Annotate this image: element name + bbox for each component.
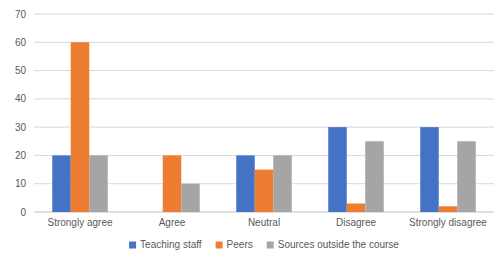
legend-swatch xyxy=(267,242,274,249)
bar xyxy=(236,155,255,212)
y-tick-label: 0 xyxy=(20,207,26,218)
bars xyxy=(52,42,476,212)
y-tick-label: 50 xyxy=(15,65,27,76)
grid-line xyxy=(34,14,494,15)
bar xyxy=(181,184,200,212)
y-tick-label: 20 xyxy=(15,150,27,161)
legend-label: Sources outside the course xyxy=(278,239,400,250)
legend-label: Peers xyxy=(227,239,253,250)
bar xyxy=(347,204,366,212)
legend-label: Teaching staff xyxy=(140,239,202,250)
bar xyxy=(328,127,347,212)
grid-line xyxy=(34,42,494,43)
chart-container: 0 10 20 30 40 50 60 70 Strongly agree Agree Neutra… xyxy=(0,0,500,256)
legend-swatch xyxy=(129,242,136,249)
bar xyxy=(439,206,458,212)
x-tick-label: Agree xyxy=(159,217,186,228)
bar xyxy=(420,127,439,212)
y-tick-label: 40 xyxy=(15,93,27,104)
legend-swatch xyxy=(216,242,223,249)
y-tick-label: 30 xyxy=(15,122,27,133)
chart: 0 10 20 30 40 50 60 70 Strongly agree Agree Neutra… xyxy=(0,0,500,256)
legend: Teaching staff Peers Sources outside the c… xyxy=(129,239,399,250)
bar xyxy=(89,155,108,212)
x-tick-label: Neutral xyxy=(248,217,280,228)
x-tick-label: Strongly disagree xyxy=(409,217,487,228)
y-tick-label: 60 xyxy=(15,37,27,48)
y-tick-label: 70 xyxy=(15,9,27,20)
bar xyxy=(255,170,274,212)
x-tick-label: Disagree xyxy=(336,217,376,228)
bar xyxy=(273,155,292,212)
grid-line xyxy=(34,98,494,99)
x-tick-label: Strongly agree xyxy=(47,217,112,228)
bar xyxy=(144,212,163,213)
legend-item: Sources outside the course xyxy=(267,239,400,250)
bar xyxy=(457,141,476,212)
bar xyxy=(365,141,384,212)
legend-item: Teaching staff xyxy=(129,239,202,250)
grid-line xyxy=(34,70,494,71)
y-tick-label: 10 xyxy=(15,178,27,189)
bar xyxy=(163,155,182,212)
grid xyxy=(34,14,494,212)
bar xyxy=(52,155,71,212)
bar xyxy=(71,42,90,212)
legend-item: Peers xyxy=(216,239,253,250)
